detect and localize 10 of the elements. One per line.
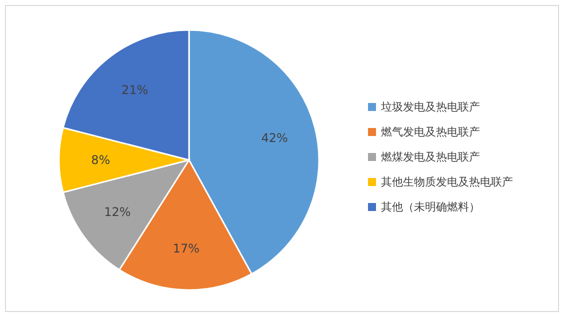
legend-label: 垃圾发电及热电联产 bbox=[380, 100, 480, 114]
legend-label: 其他生物质发电及热电联产 bbox=[381, 176, 513, 188]
legend-label: 燃气发电及热电联产 bbox=[381, 126, 480, 138]
legend-label: 燃煤发电及热电联产 bbox=[381, 150, 480, 164]
data-label: 12% bbox=[104, 204, 131, 219]
legend-label: 其他（未明确燃料） bbox=[381, 200, 480, 214]
data-label: 17% bbox=[172, 241, 200, 256]
data-label: 8% bbox=[91, 153, 110, 167]
data-label: 42% bbox=[261, 131, 288, 146]
data-label: 21% bbox=[121, 83, 148, 98]
